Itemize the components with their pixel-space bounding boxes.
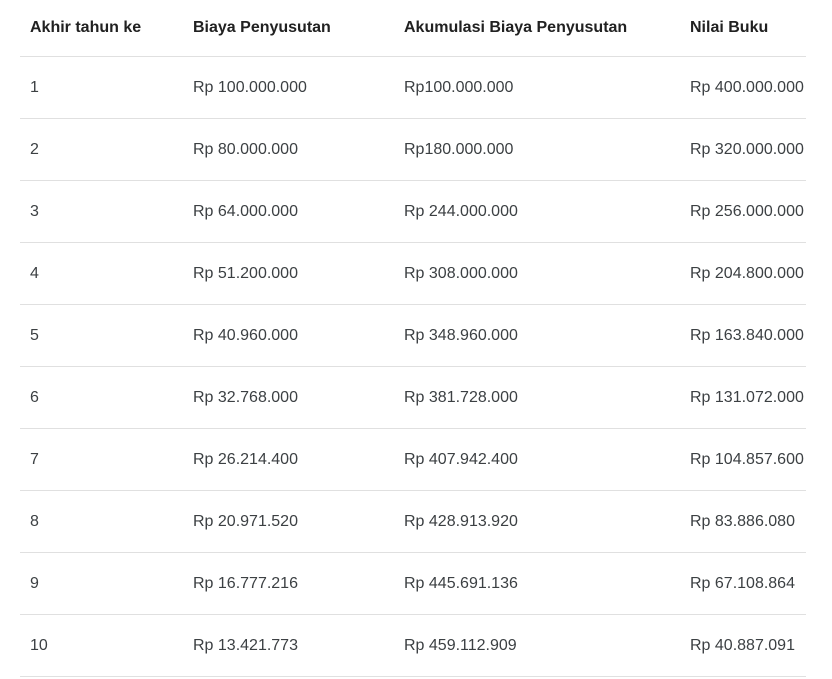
table-row: 3 Rp 64.000.000 Rp 244.000.000 Rp 256.00…: [20, 180, 806, 243]
cell-year: 3: [20, 180, 183, 243]
cell-akumulasi-biaya-penyusutan: Rp 381.728.000: [394, 366, 680, 429]
col-header-akhir-tahun-ke: Akhir tahun ke: [20, 0, 183, 57]
cell-nilai-buku: Rp 320.000.000: [680, 118, 806, 181]
table-row: 4 Rp 51.200.000 Rp 308.000.000 Rp 204.80…: [20, 242, 806, 305]
cell-biaya-penyusutan: Rp 13.421.773: [183, 614, 394, 677]
cell-akumulasi-biaya-penyusutan: Rp 308.000.000: [394, 242, 680, 305]
cell-akumulasi-biaya-penyusutan: Rp 445.691.136: [394, 552, 680, 615]
cell-nilai-buku: Rp 83.886.080: [680, 490, 806, 553]
cell-biaya-penyusutan: Rp 26.214.400: [183, 428, 394, 491]
cell-year: 6: [20, 366, 183, 429]
cell-year: 10: [20, 614, 183, 677]
col-header-nilai-buku: Nilai Buku: [680, 0, 806, 57]
table-row: 8 Rp 20.971.520 Rp 428.913.920 Rp 83.886…: [20, 490, 806, 553]
cell-biaya-penyusutan: Rp 80.000.000: [183, 118, 394, 181]
cell-year: 4: [20, 242, 183, 305]
table-row: 10 Rp 13.421.773 Rp 459.112.909 Rp 40.88…: [20, 614, 806, 677]
cell-akumulasi-biaya-penyusutan: Rp 459.112.909: [394, 614, 680, 677]
table-row: 9 Rp 16.777.216 Rp 445.691.136 Rp 67.108…: [20, 552, 806, 615]
cell-akumulasi-biaya-penyusutan: Rp100.000.000: [394, 56, 680, 119]
cell-biaya-penyusutan: Rp 51.200.000: [183, 242, 394, 305]
cell-biaya-penyusutan: Rp 20.971.520: [183, 490, 394, 553]
table-row: 2 Rp 80.000.000 Rp180.000.000 Rp 320.000…: [20, 118, 806, 181]
header-row: Akhir tahun ke Biaya Penyusutan Akumulas…: [20, 0, 806, 57]
depreciation-table: Akhir tahun ke Biaya Penyusutan Akumulas…: [20, 0, 806, 677]
cell-nilai-buku: Rp 204.800.000: [680, 242, 806, 305]
cell-akumulasi-biaya-penyusutan: Rp 428.913.920: [394, 490, 680, 553]
cell-biaya-penyusutan: Rp 64.000.000: [183, 180, 394, 243]
table-row: 7 Rp 26.214.400 Rp 407.942.400 Rp 104.85…: [20, 428, 806, 491]
cell-biaya-penyusutan: Rp 100.000.000: [183, 56, 394, 119]
depreciation-table-container: Akhir tahun ke Biaya Penyusutan Akumulas…: [20, 0, 806, 677]
cell-nilai-buku: Rp 104.857.600: [680, 428, 806, 491]
cell-year: 5: [20, 304, 183, 367]
cell-year: 9: [20, 552, 183, 615]
table-row: 1 Rp 100.000.000 Rp100.000.000 Rp 400.00…: [20, 56, 806, 119]
cell-nilai-buku: Rp 256.000.000: [680, 180, 806, 243]
table-row: 6 Rp 32.768.000 Rp 381.728.000 Rp 131.07…: [20, 366, 806, 429]
cell-biaya-penyusutan: Rp 32.768.000: [183, 366, 394, 429]
cell-akumulasi-biaya-penyusutan: Rp 407.942.400: [394, 428, 680, 491]
cell-year: 2: [20, 118, 183, 181]
cell-year: 8: [20, 490, 183, 553]
cell-year: 7: [20, 428, 183, 491]
table-row: 5 Rp 40.960.000 Rp 348.960.000 Rp 163.84…: [20, 304, 806, 367]
cell-akumulasi-biaya-penyusutan: Rp 348.960.000: [394, 304, 680, 367]
col-header-akumulasi-biaya-penyusutan: Akumulasi Biaya Penyusutan: [394, 0, 680, 57]
cell-akumulasi-biaya-penyusutan: Rp180.000.000: [394, 118, 680, 181]
cell-nilai-buku: Rp 131.072.000: [680, 366, 806, 429]
cell-biaya-penyusutan: Rp 40.960.000: [183, 304, 394, 367]
cell-year: 1: [20, 56, 183, 119]
cell-nilai-buku: Rp 67.108.864: [680, 552, 806, 615]
cell-nilai-buku: Rp 163.840.000: [680, 304, 806, 367]
col-header-biaya-penyusutan: Biaya Penyusutan: [183, 0, 394, 57]
cell-biaya-penyusutan: Rp 16.777.216: [183, 552, 394, 615]
cell-nilai-buku: Rp 400.000.000: [680, 56, 806, 119]
cell-nilai-buku: Rp 40.887.091: [680, 614, 806, 677]
cell-akumulasi-biaya-penyusutan: Rp 244.000.000: [394, 180, 680, 243]
